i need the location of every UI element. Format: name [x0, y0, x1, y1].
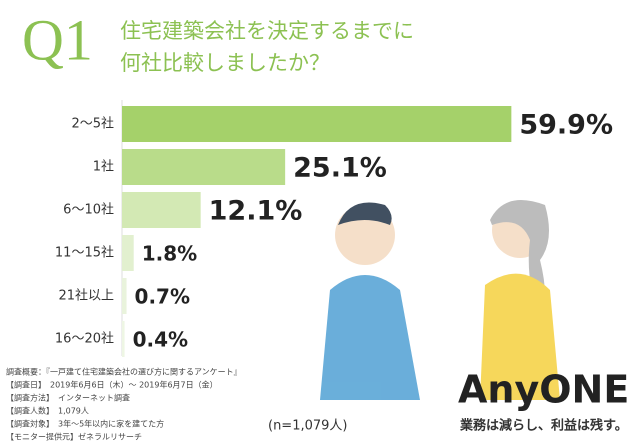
title-line: 住宅建築会社を決定するまでに [120, 19, 414, 43]
bar [122, 106, 512, 142]
value-label: 0.4% [133, 328, 188, 352]
sample-size: (n=1,079人) [268, 419, 348, 434]
value-label: 0.7% [135, 285, 190, 309]
bar [122, 278, 127, 314]
y-tick-label: 16〜20社 [55, 331, 114, 347]
value-label: 1.8% [142, 242, 197, 266]
y-tick-label: 1社 [93, 159, 114, 175]
survey-note: 【調査対象】 3年〜5年以内に家を建てた方 [6, 419, 164, 429]
bar [122, 235, 134, 271]
survey-note: 【調査日】 2019年6月6日（木）〜 2019年6月7日（金） [6, 380, 218, 390]
bar [122, 149, 286, 185]
value-label: 12.1% [209, 196, 303, 227]
tagline: 業務は減らし、利益は残す。 [459, 418, 628, 434]
value-label: 25.1% [293, 153, 387, 184]
survey-note: 【モニター提供元】ゼネラルリサーチ [6, 432, 142, 442]
y-tick-label: 11〜15社 [55, 245, 114, 261]
y-tick-label: 21社以上 [58, 288, 114, 304]
y-tick-label: 2〜5社 [71, 116, 114, 132]
title-line: 何社比較しましたか？ [120, 51, 330, 75]
y-tick-label: 6〜10社 [63, 202, 114, 218]
bar [122, 192, 201, 228]
survey-note: 【調査方法】 インターネット調査 [6, 393, 130, 403]
question-label: Q1 [22, 7, 93, 72]
brand: AnyONE [458, 368, 629, 412]
bar [122, 321, 125, 357]
value-label: 59.9% [519, 110, 613, 141]
survey-note: 【調査人数】 1,079人 [6, 406, 89, 416]
illustration [320, 200, 560, 400]
survey-note: 調査概要：『一戸建て住宅建築会社の選び方に関するアンケート』 [6, 367, 242, 377]
